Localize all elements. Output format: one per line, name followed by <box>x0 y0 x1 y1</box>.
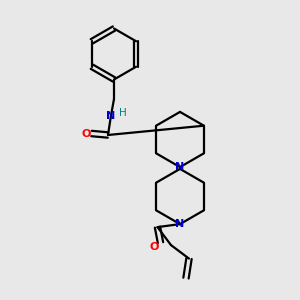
Text: N: N <box>176 162 184 172</box>
Text: O: O <box>150 242 159 252</box>
Text: N: N <box>176 219 184 229</box>
Text: N: N <box>106 110 116 121</box>
Text: O: O <box>81 128 91 139</box>
Text: H: H <box>118 108 126 118</box>
